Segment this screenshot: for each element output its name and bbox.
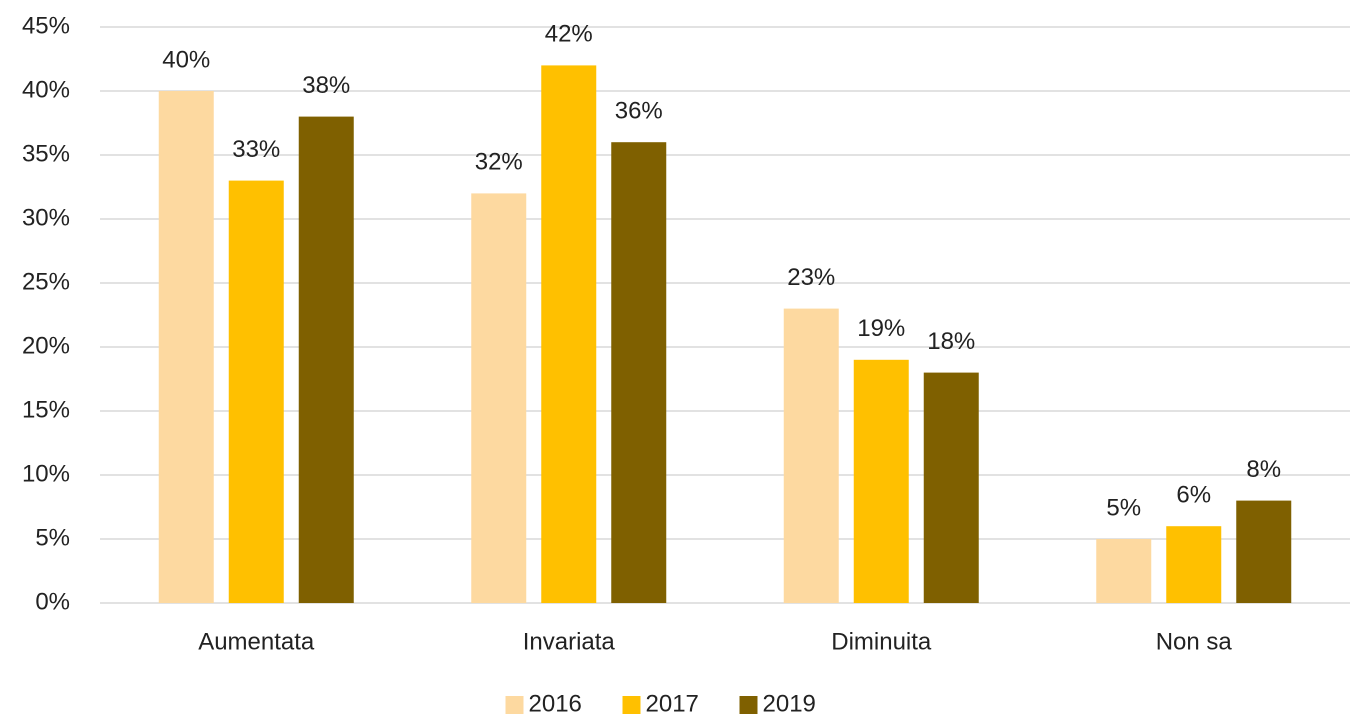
bar <box>1236 500 1292 603</box>
bar <box>611 142 667 603</box>
data-label: 8% <box>1246 456 1281 483</box>
bar <box>228 180 284 603</box>
data-label: 40% <box>162 46 210 73</box>
legend-label: 2019 <box>763 690 816 717</box>
bar <box>158 91 214 603</box>
y-tick-label: 5% <box>35 524 70 551</box>
bar <box>783 308 839 603</box>
x-tick-label: Non sa <box>1156 628 1233 655</box>
y-tick-label: 0% <box>35 588 70 615</box>
data-label: 19% <box>857 315 905 342</box>
data-label: 36% <box>615 98 663 125</box>
data-label: 6% <box>1176 482 1211 509</box>
bar <box>923 372 979 603</box>
legend-label: 2016 <box>529 690 582 717</box>
x-tick-label: Invariata <box>523 628 616 655</box>
bar <box>541 65 597 603</box>
x-tick-label: Diminuita <box>831 628 932 655</box>
y-tick-label: 20% <box>22 332 70 359</box>
legend-swatch <box>505 696 524 714</box>
y-tick-label: 15% <box>22 396 70 423</box>
data-label: 33% <box>232 136 280 163</box>
data-label: 42% <box>545 21 593 48</box>
data-label: 38% <box>302 72 350 99</box>
bar <box>853 359 909 603</box>
y-tick-label: 30% <box>22 204 70 231</box>
y-tick-label: 25% <box>22 268 70 295</box>
y-tick-label: 45% <box>22 12 70 39</box>
x-tick-label: Aumentata <box>198 628 315 655</box>
bar <box>1096 539 1152 603</box>
data-label: 23% <box>787 264 835 291</box>
bar <box>298 116 354 603</box>
y-tick-label: 35% <box>22 140 70 167</box>
y-tick-label: 40% <box>22 76 70 103</box>
bar <box>1166 526 1222 603</box>
bar <box>471 193 527 603</box>
legend-swatch <box>739 696 758 714</box>
legend-label: 2017 <box>646 690 699 717</box>
data-label: 18% <box>927 328 975 355</box>
data-label: 5% <box>1106 494 1141 521</box>
y-tick-label: 10% <box>22 460 70 487</box>
legend-swatch <box>622 696 641 714</box>
data-label: 32% <box>475 149 523 176</box>
